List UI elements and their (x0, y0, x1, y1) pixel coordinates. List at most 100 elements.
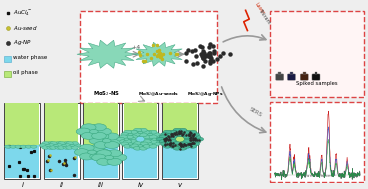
Circle shape (112, 154, 127, 161)
Text: Laser: Laser (254, 2, 265, 16)
Circle shape (144, 135, 152, 139)
Circle shape (191, 132, 199, 136)
Circle shape (173, 128, 181, 132)
Circle shape (191, 142, 199, 146)
Circle shape (177, 145, 183, 147)
Circle shape (134, 128, 142, 132)
Circle shape (187, 135, 195, 139)
Circle shape (63, 144, 71, 147)
Circle shape (149, 135, 157, 139)
Circle shape (160, 142, 169, 146)
Bar (84, 103, 118, 145)
Circle shape (148, 143, 153, 145)
Circle shape (58, 142, 65, 145)
Circle shape (138, 145, 143, 147)
Circle shape (74, 149, 89, 156)
Circle shape (124, 144, 132, 148)
Bar (278, 72, 281, 74)
Circle shape (189, 144, 197, 148)
Polygon shape (77, 40, 137, 68)
Circle shape (132, 142, 140, 146)
Circle shape (25, 145, 32, 148)
Circle shape (139, 128, 147, 132)
Text: iv: iv (137, 182, 144, 188)
Circle shape (169, 140, 177, 143)
Circle shape (124, 140, 132, 143)
Circle shape (183, 130, 191, 134)
Circle shape (89, 129, 98, 134)
Circle shape (183, 140, 191, 143)
Circle shape (138, 131, 143, 134)
Circle shape (125, 135, 133, 139)
Circle shape (183, 135, 191, 139)
Circle shape (97, 128, 112, 135)
Circle shape (163, 130, 171, 134)
Circle shape (117, 137, 125, 141)
Circle shape (187, 143, 192, 145)
Circle shape (76, 128, 91, 135)
FancyBboxPatch shape (162, 103, 198, 179)
Circle shape (105, 142, 119, 149)
Bar (315, 72, 318, 74)
Circle shape (90, 153, 105, 160)
Circle shape (156, 137, 164, 141)
Bar (45, 103, 78, 145)
Circle shape (189, 135, 197, 139)
Circle shape (141, 142, 149, 146)
Circle shape (145, 137, 153, 141)
Bar (45, 145, 78, 178)
Circle shape (31, 145, 37, 148)
Circle shape (139, 142, 147, 146)
Circle shape (62, 144, 66, 146)
Text: water phase: water phase (13, 55, 47, 60)
Circle shape (134, 142, 142, 146)
Circle shape (169, 130, 177, 134)
Circle shape (107, 158, 122, 165)
Circle shape (142, 144, 150, 148)
Polygon shape (134, 42, 185, 66)
Text: $Ag$-NP: $Ag$-NP (13, 38, 32, 47)
Text: v: v (178, 182, 182, 188)
FancyBboxPatch shape (270, 11, 364, 97)
Circle shape (131, 135, 150, 144)
Circle shape (172, 142, 180, 146)
Circle shape (152, 142, 160, 146)
FancyBboxPatch shape (312, 74, 320, 80)
Circle shape (139, 133, 147, 137)
Circle shape (134, 133, 142, 137)
Text: ii: ii (60, 182, 64, 188)
Circle shape (179, 128, 187, 132)
Circle shape (189, 130, 197, 134)
Circle shape (149, 144, 157, 148)
FancyBboxPatch shape (79, 11, 217, 103)
Text: i: i (21, 182, 23, 188)
Circle shape (47, 146, 54, 149)
Circle shape (81, 132, 96, 139)
Bar (290, 72, 293, 74)
Circle shape (50, 142, 57, 145)
Bar (163, 145, 197, 178)
Circle shape (148, 140, 156, 143)
Bar (84, 145, 118, 178)
Text: SERS: SERS (248, 106, 263, 118)
Circle shape (129, 144, 137, 148)
Circle shape (172, 132, 180, 136)
Bar (124, 103, 157, 145)
Circle shape (120, 135, 128, 139)
Circle shape (66, 142, 73, 145)
Circle shape (168, 143, 173, 145)
FancyBboxPatch shape (270, 102, 364, 182)
Circle shape (79, 144, 94, 151)
Circle shape (148, 133, 153, 136)
Circle shape (148, 135, 156, 139)
Circle shape (95, 149, 110, 156)
Circle shape (153, 140, 161, 143)
Circle shape (132, 132, 140, 136)
Circle shape (173, 146, 181, 150)
Circle shape (142, 131, 150, 134)
Circle shape (129, 130, 137, 134)
Bar (6, 145, 39, 178)
Circle shape (42, 142, 49, 145)
Circle shape (187, 133, 192, 136)
Circle shape (121, 132, 129, 136)
